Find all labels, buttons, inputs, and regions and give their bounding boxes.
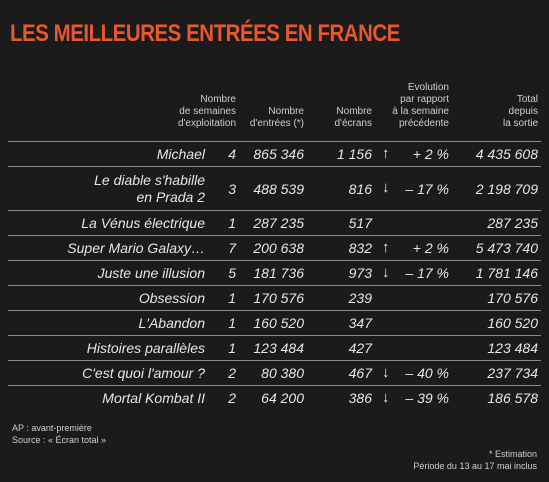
film-title: Mortal Kombat II [102,390,205,406]
cell: 160 520 [253,315,304,331]
cell: – 17 % [405,265,449,281]
footnote: Source : « Écran total » [12,435,107,445]
cell: 160 520 [487,315,538,331]
cell: 1 781 146 [475,265,538,281]
cell: 2 [228,365,236,381]
row-separator [8,235,541,236]
cell: 2 [228,390,236,406]
column-header: Evolution par rapport à la semaine précé… [392,82,449,129]
film-title: Obsession [138,290,205,306]
cell: 5 473 740 [475,240,538,256]
row-separator [8,210,541,211]
cell: 170 576 [487,290,538,306]
film-title: La Vénus électrique [81,215,205,231]
arrow-down: ↓ [382,179,390,196]
row-separator [8,166,541,167]
column-header: Nombre d'entrées (*) [249,106,304,129]
cell: 386 [348,390,372,406]
footnote: * Estimation [488,449,537,459]
cell: 1 156 [336,146,372,162]
cell: 123 484 [487,340,538,356]
cell: 816 [348,180,372,197]
row-separator [8,335,541,336]
cell: 973 [348,265,372,281]
film-title: Michael [156,146,205,162]
cell: 347 [348,315,372,331]
cell: – 17 % [405,180,449,197]
film-title: C'est quoi l'amour ? [82,365,205,381]
row-separator [8,385,541,386]
cell: 3 [228,180,236,197]
cell: 7 [228,240,236,256]
row-separator [8,141,541,142]
cell: 186 578 [487,390,538,406]
cell: 427 [348,340,372,356]
column-header: Nombre de semaines d'exploitation [177,94,236,129]
row-separator [8,310,541,311]
cell: 181 736 [253,265,304,281]
cell: + 2 % [412,240,449,256]
cell: 2 198 709 [475,180,538,197]
cell: 1 [228,340,236,356]
cell: 5 [228,265,236,281]
footnote: AP : avant-première [12,423,92,433]
film-title: Super Mario Galaxy… [67,240,205,256]
arrow-down: ↓ [382,263,390,281]
cell: 1 [228,215,236,231]
footnote: Période du 13 au 17 mai inclus [413,461,537,471]
cell: 80 380 [261,365,304,381]
arrow-down: ↓ [382,363,390,381]
film-title: Juste une illusion [97,265,205,281]
arrow-up: ↑ [382,144,390,162]
cell: 170 576 [253,290,304,306]
column-header: Nombre d'écrans [334,106,373,129]
cell: – 39 % [405,390,449,406]
cell: 1 [228,315,236,331]
cell: 865 346 [253,146,304,162]
film-title: Histoires parallèles [86,340,205,356]
cell: 517 [348,215,372,231]
cell: 200 638 [253,240,304,256]
column-header: Total depuis la sortie [502,94,538,129]
cell: 4 435 608 [475,146,538,162]
film-title: L'Abandon [138,315,205,331]
cell: 287 235 [253,215,304,231]
cell: + 2 % [412,146,449,162]
row-separator [8,360,541,361]
cell: 4 [228,146,236,162]
arrow-up: ↑ [382,238,390,256]
cell: – 40 % [405,365,449,381]
title: LES MEILLEURES ENTRÉES EN FRANCE [10,20,400,47]
cell: 467 [348,365,372,381]
arrow-down: ↓ [382,388,390,406]
cell: 287 235 [487,215,538,231]
cell: 488 539 [253,180,304,197]
cell: 123 484 [253,340,304,356]
cell: 832 [348,240,372,256]
cell: 64 200 [261,390,304,406]
row-separator [8,260,541,261]
cell: 239 [348,290,372,306]
row-separator [8,285,541,286]
film-title: Le diable s'habille en Prada 2 [94,172,205,205]
cell: 1 [228,290,236,306]
cell: 237 734 [487,365,538,381]
